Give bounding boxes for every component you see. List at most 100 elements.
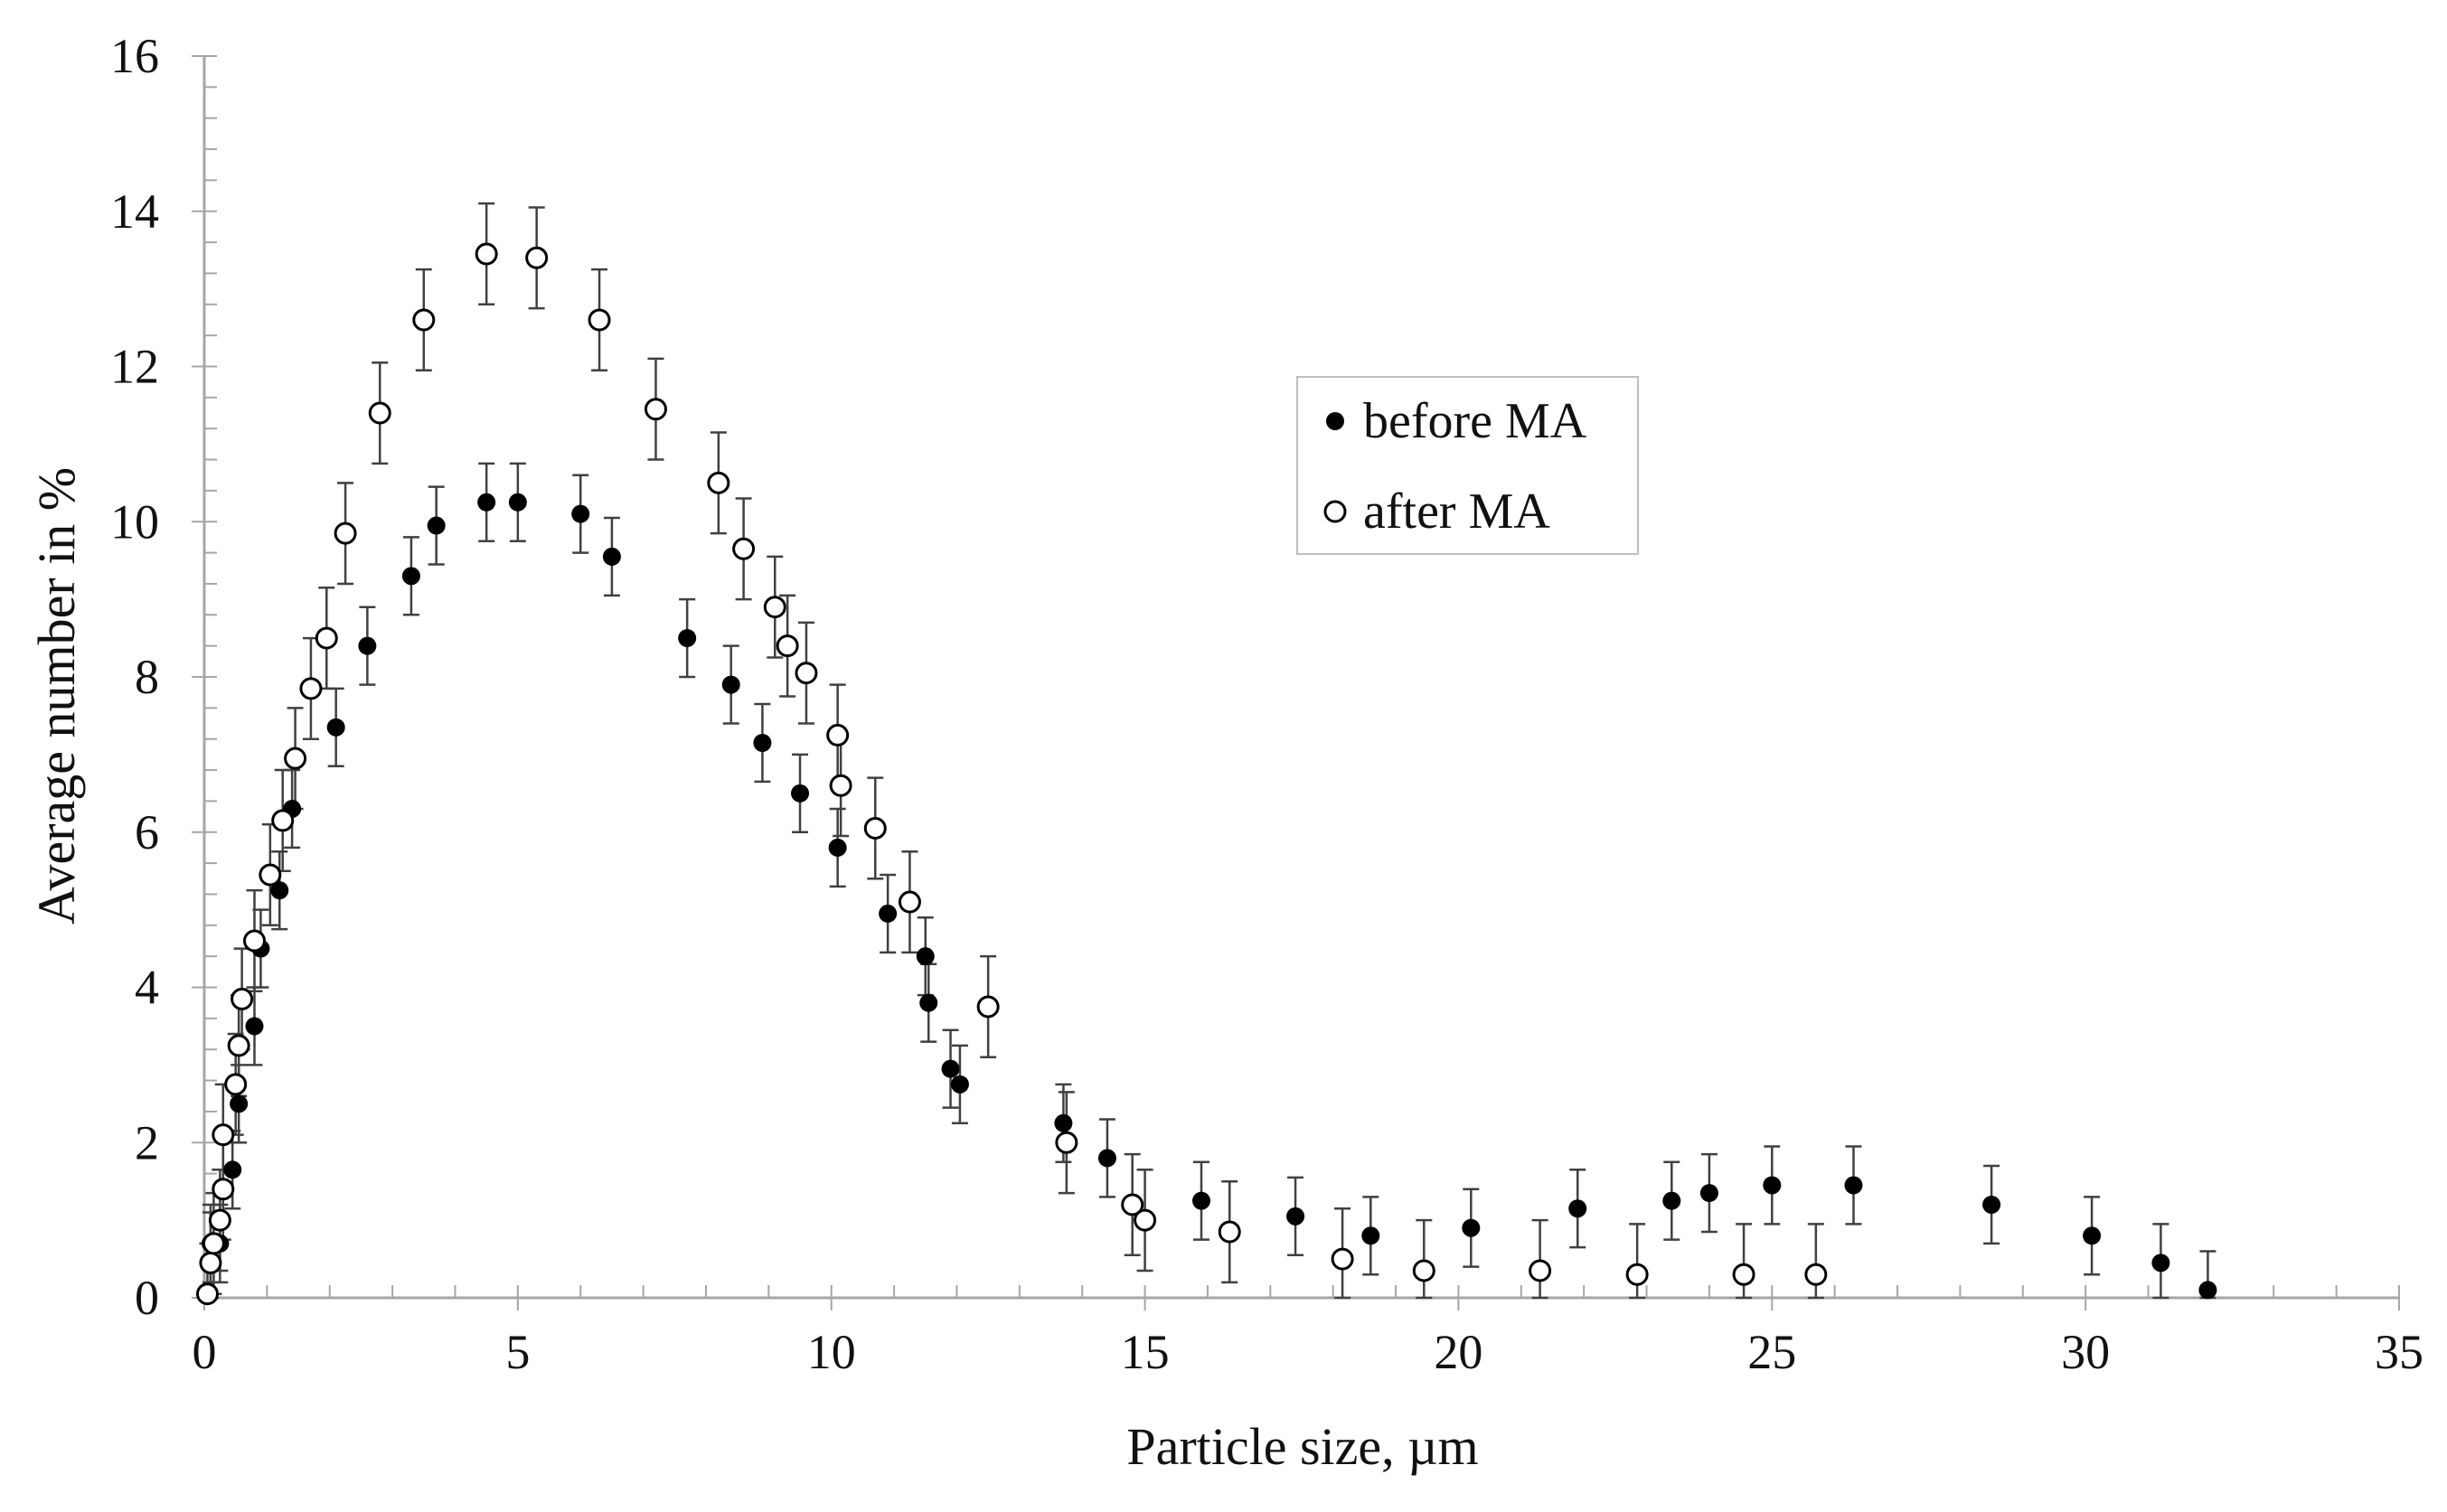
x-tick-label: 20 [1434, 1325, 1482, 1379]
data-point-before-ma [1699, 1184, 1718, 1203]
y-tick-label: 12 [110, 340, 159, 394]
data-point-after-ma [1732, 1263, 1755, 1286]
data-point-after-ma [475, 242, 498, 266]
data-point-after-ma [898, 890, 921, 914]
data-point-before-ma [230, 1094, 249, 1113]
data-point-before-ma [602, 547, 621, 566]
x-tick-label: 0 [193, 1325, 217, 1379]
data-point-before-ma [1982, 1195, 2001, 1214]
data-point-before-ma [2083, 1226, 2102, 1245]
data-point-before-ma [791, 784, 810, 803]
data-point-before-ma [427, 516, 446, 535]
data-point-before-ma [1662, 1191, 1681, 1210]
y-tick-label: 8 [135, 650, 159, 704]
data-points [195, 242, 2217, 1306]
data-point-before-ma [1844, 1176, 1863, 1195]
data-point-before-ma [1097, 1149, 1116, 1168]
data-point-before-ma [879, 904, 898, 923]
x-axis-title: Particle size, µm [1126, 1417, 1478, 1476]
data-point-before-ma [1763, 1176, 1782, 1195]
error-bar-after-ma [1736, 1223, 1753, 1300]
legend-marker-before-ma [1326, 412, 1344, 430]
error-bar-after-ma [1629, 1223, 1646, 1300]
data-point-before-ma [401, 567, 420, 586]
data-point-after-ma [259, 863, 282, 887]
data-point-before-ma [753, 733, 772, 752]
y-tick-label: 16 [110, 29, 159, 83]
data-point-after-ma [271, 809, 295, 832]
data-point-after-ma [1331, 1247, 1354, 1271]
data-point-after-ma [242, 929, 266, 953]
legend: before MA after MA [1296, 376, 1639, 555]
data-point-after-ma [412, 308, 436, 332]
data-point-after-ma [208, 1208, 231, 1232]
data-point-before-ma [1054, 1113, 1073, 1132]
x-tick-label: 10 [807, 1325, 856, 1379]
data-point-after-ma [315, 626, 338, 650]
axis-ticks [192, 55, 2400, 1310]
data-point-after-ma [1218, 1220, 1241, 1244]
data-point-before-ma [828, 838, 847, 857]
legend-marker-after-ma [1323, 500, 1347, 523]
legend-label-before-ma: before MA [1363, 393, 1587, 449]
y-tick-label: 6 [135, 805, 159, 859]
error-bars [199, 202, 2216, 1300]
data-point-after-ma [1055, 1131, 1078, 1154]
data-point-before-ma [941, 1059, 960, 1078]
x-tick-label: 25 [1747, 1325, 1796, 1379]
data-point-before-ma [358, 636, 377, 655]
data-point-before-ma [270, 881, 289, 900]
x-tick-label: 5 [505, 1325, 530, 1379]
data-point-after-ma [231, 987, 254, 1010]
data-point-before-ma [950, 1075, 969, 1094]
data-point-before-ma [223, 1160, 242, 1179]
data-point-after-ma [588, 308, 611, 332]
data-point-before-ma [1361, 1226, 1380, 1245]
data-point-after-ma [212, 1178, 235, 1201]
axes [202, 56, 2399, 1300]
data-point-before-ma [916, 947, 935, 966]
data-point-after-ma [199, 1251, 222, 1274]
data-point-before-ma [919, 993, 938, 1012]
data-point-after-ma [644, 398, 667, 421]
data-point-after-ma [1134, 1208, 1157, 1232]
data-point-before-ma [1286, 1207, 1305, 1226]
data-point-before-ma [1192, 1191, 1211, 1210]
y-tick-label: 2 [135, 1115, 159, 1169]
data-point-after-ma [195, 1282, 219, 1306]
data-point-after-ma [732, 537, 756, 560]
error-bar-after-ma [1807, 1223, 1824, 1300]
y-axis-title: Average number in % [27, 467, 86, 925]
y-tick-label: 10 [110, 494, 159, 549]
data-point-after-ma [1804, 1263, 1828, 1286]
error-bar-after-ma [1531, 1218, 1548, 1300]
legend-box [1296, 376, 1639, 555]
data-point-before-ma [2198, 1281, 2217, 1300]
data-point-before-ma [1462, 1218, 1481, 1237]
data-point-after-ma [707, 471, 730, 494]
data-point-after-ma [863, 816, 887, 840]
data-point-after-ma [299, 677, 323, 700]
data-point-before-ma [571, 504, 590, 523]
y-tick-label: 14 [110, 184, 159, 239]
data-point-before-ma [326, 718, 345, 737]
data-point-before-ma [1568, 1199, 1587, 1218]
data-point-after-ma [334, 521, 357, 545]
data-point-after-ma [826, 723, 850, 747]
data-point-after-ma [202, 1232, 225, 1255]
data-point-after-ma [829, 774, 852, 797]
tick-labels: 0 5 10 15 20 25 30 35 0 2 4 6 8 10 12 14 16 [110, 29, 2423, 1379]
y-tick-label: 4 [135, 961, 159, 1015]
data-point-after-ma [976, 995, 1000, 1019]
data-point-after-ma [1412, 1259, 1435, 1282]
data-point-after-ma [763, 596, 786, 619]
data-point-after-ma [1529, 1259, 1552, 1282]
data-point-before-ma [245, 1017, 264, 1036]
legend-label-after-ma: after MA [1363, 484, 1550, 540]
data-point-before-ma [508, 493, 527, 512]
x-tick-label: 15 [1121, 1325, 1170, 1379]
data-point-after-ma [227, 1034, 250, 1057]
data-point-after-ma [525, 246, 549, 269]
data-point-after-ma [368, 401, 391, 425]
